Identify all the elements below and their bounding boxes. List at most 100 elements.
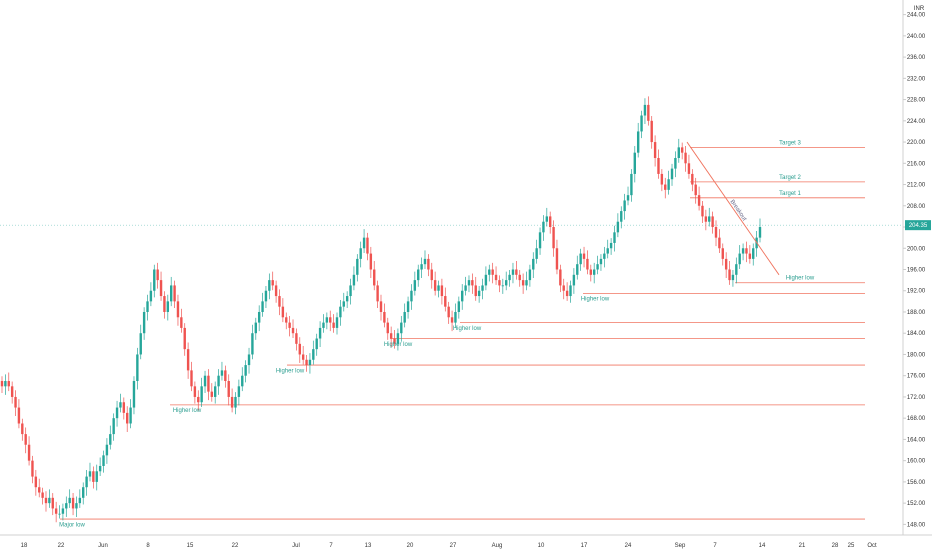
candle-body	[484, 274, 488, 286]
candle-body	[653, 142, 657, 158]
candle-body	[268, 280, 271, 291]
y-tick-label: 220.00	[907, 140, 926, 146]
candle-body	[291, 327, 295, 334]
candle-body	[538, 232, 542, 249]
candle-body	[274, 285, 278, 297]
candle-body	[51, 497, 54, 509]
x-tick-label: 22	[58, 543, 65, 549]
candle-body	[58, 513, 61, 515]
candle-body	[457, 301, 461, 312]
candle-body	[555, 248, 559, 270]
candle-body	[572, 274, 576, 286]
candle-body	[647, 104, 650, 121]
y-axis: 244.00 240.00 236.00 232.00 228.00 224.00 220.…	[903, 13, 926, 528]
candle-body	[721, 248, 724, 259]
candle-body	[461, 290, 464, 302]
candle-body	[576, 264, 579, 275]
y-tick-label: 180.00	[907, 352, 926, 358]
candle-body	[596, 264, 599, 270]
candle-body	[312, 349, 315, 360]
candle-body	[241, 375, 244, 387]
candle-body	[400, 322, 403, 334]
x-tick-label: Jul	[292, 543, 300, 549]
candle-body	[620, 211, 623, 222]
candle-body	[714, 227, 718, 238]
x-tick-label: 17	[581, 543, 588, 549]
candle-body	[758, 227, 762, 238]
x-tick-label: Jun	[98, 543, 108, 549]
candle-body	[667, 179, 670, 190]
candle-body	[237, 386, 241, 397]
candle-body	[305, 359, 308, 366]
candle-body	[450, 317, 454, 323]
candle-body	[119, 402, 122, 408]
candle-body	[264, 290, 268, 302]
x-tick-label: 8	[146, 543, 150, 549]
candle-body	[630, 173, 633, 196]
candle-body	[335, 317, 339, 328]
candle-body	[650, 120, 653, 143]
candle-body	[623, 200, 626, 212]
candle-body	[224, 370, 227, 382]
candle-body	[38, 487, 41, 493]
candle-body	[213, 386, 217, 397]
candle-body	[109, 434, 112, 445]
candle-body	[586, 258, 589, 270]
x-tick-label: 18	[21, 543, 28, 549]
candle-body	[454, 311, 457, 323]
candle-body	[210, 391, 214, 397]
x-tick-label: 25	[848, 543, 855, 549]
candle-body	[85, 476, 88, 488]
x-tick-label: 15	[187, 543, 194, 549]
x-tick-label: 27	[450, 543, 457, 549]
candle-body	[467, 280, 471, 286]
candle-body	[545, 216, 549, 222]
currency-label[interactable]: INR	[914, 6, 925, 12]
candle-body	[606, 248, 609, 254]
y-tick-label: 160.00	[907, 459, 926, 465]
y-tick-label: 224.00	[907, 119, 926, 125]
candle-body	[366, 237, 369, 254]
candle-body	[142, 311, 146, 334]
candle-body	[406, 301, 410, 312]
candle-body	[71, 497, 75, 509]
candle-body	[599, 258, 603, 265]
annotations: Major low Higher low Higher low Higher low H…	[59, 275, 815, 528]
candle-body	[54, 508, 58, 514]
x-tick-label: 7	[329, 543, 333, 549]
candle-body	[322, 322, 325, 328]
candle-body	[356, 258, 359, 275]
candle-body	[741, 248, 745, 254]
candle-body	[82, 487, 85, 498]
candle-body	[31, 460, 34, 477]
candle-body	[139, 333, 142, 355]
low-annotation: Higher low	[581, 297, 610, 303]
candle-body	[565, 290, 569, 297]
candle-body	[670, 168, 674, 180]
candle-body	[14, 396, 17, 408]
candle-body	[664, 184, 667, 190]
candle-body	[169, 285, 173, 302]
candle-body	[359, 248, 362, 259]
candle-body	[684, 152, 687, 164]
candle-body	[508, 274, 511, 281]
candle-body	[511, 269, 515, 275]
candle-body	[217, 375, 220, 387]
candle-body	[48, 497, 51, 504]
candle-body	[389, 333, 393, 339]
candle-body	[417, 269, 420, 281]
candle-body	[440, 285, 444, 297]
candle-body	[156, 269, 159, 281]
target-label: Target 1	[779, 191, 801, 197]
candle-body	[136, 354, 139, 382]
candle-body	[75, 503, 78, 509]
candle-body	[481, 285, 484, 291]
candle-body	[471, 280, 474, 286]
candle-body	[643, 104, 647, 116]
candle-body	[78, 497, 82, 504]
candle-body	[186, 349, 190, 371]
candle-body	[633, 152, 636, 174]
y-tick-label: 164.00	[907, 437, 926, 443]
y-tick-label: 184.00	[907, 331, 926, 337]
candle-body	[660, 173, 664, 185]
